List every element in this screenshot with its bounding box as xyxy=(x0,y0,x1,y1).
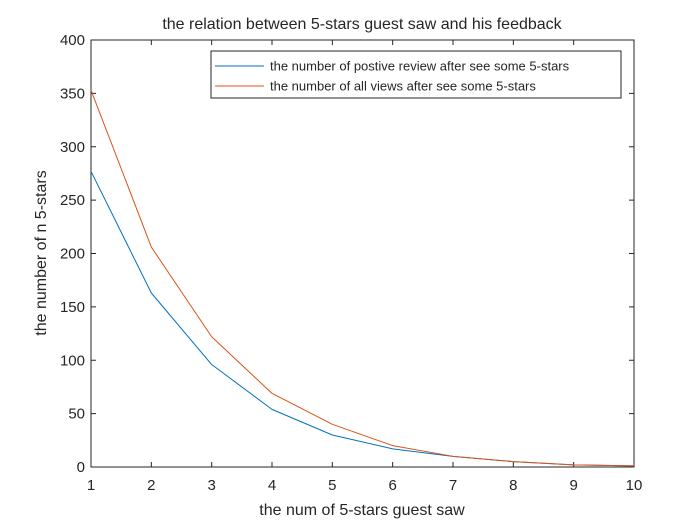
x-tick-label: 1 xyxy=(87,477,95,494)
x-axis: 1 2 3 4 5 6 7 8 9 10 xyxy=(87,40,643,494)
series-layer xyxy=(90,89,635,467)
chart-title: the relation between 5-stars guest saw a… xyxy=(162,16,562,33)
x-tick-label: 6 xyxy=(388,477,396,494)
y-tick-label: 50 xyxy=(68,406,85,423)
legend-box xyxy=(210,50,622,99)
x-axis-label: the num of 5-stars guest saw xyxy=(259,502,465,519)
plot-area xyxy=(90,39,635,468)
y-axis: 0 50 100 150 200 250 300 350 400 xyxy=(60,32,634,476)
legend: the number of postive review after see s… xyxy=(210,50,622,99)
x-tick-label: 8 xyxy=(509,477,517,494)
x-tick-label: 7 xyxy=(449,477,457,494)
x-tick-label: 5 xyxy=(328,477,336,494)
x-tick-label: 4 xyxy=(268,477,276,494)
y-tick-label: 0 xyxy=(77,459,85,476)
x-tick-label: 2 xyxy=(147,477,155,494)
y-tick-label: 300 xyxy=(60,139,85,156)
y-tick-label: 200 xyxy=(60,246,85,263)
y-tick-label: 250 xyxy=(60,192,85,209)
x-tick-label: 9 xyxy=(569,477,577,494)
y-tick-label: 350 xyxy=(60,85,85,102)
series-line-2 xyxy=(90,89,635,467)
legend-label-2: the number of all views after see some 5… xyxy=(270,79,536,94)
y-axis-label: the number of n 5-stars xyxy=(33,170,50,335)
x-tick-label: 3 xyxy=(207,477,215,494)
legend-label-1: the number of postive review after see s… xyxy=(270,59,570,74)
x-tick-label: 10 xyxy=(626,477,643,494)
y-tick-label: 100 xyxy=(60,352,85,369)
y-tick-label: 150 xyxy=(60,299,85,316)
y-tick-label: 400 xyxy=(60,32,85,49)
